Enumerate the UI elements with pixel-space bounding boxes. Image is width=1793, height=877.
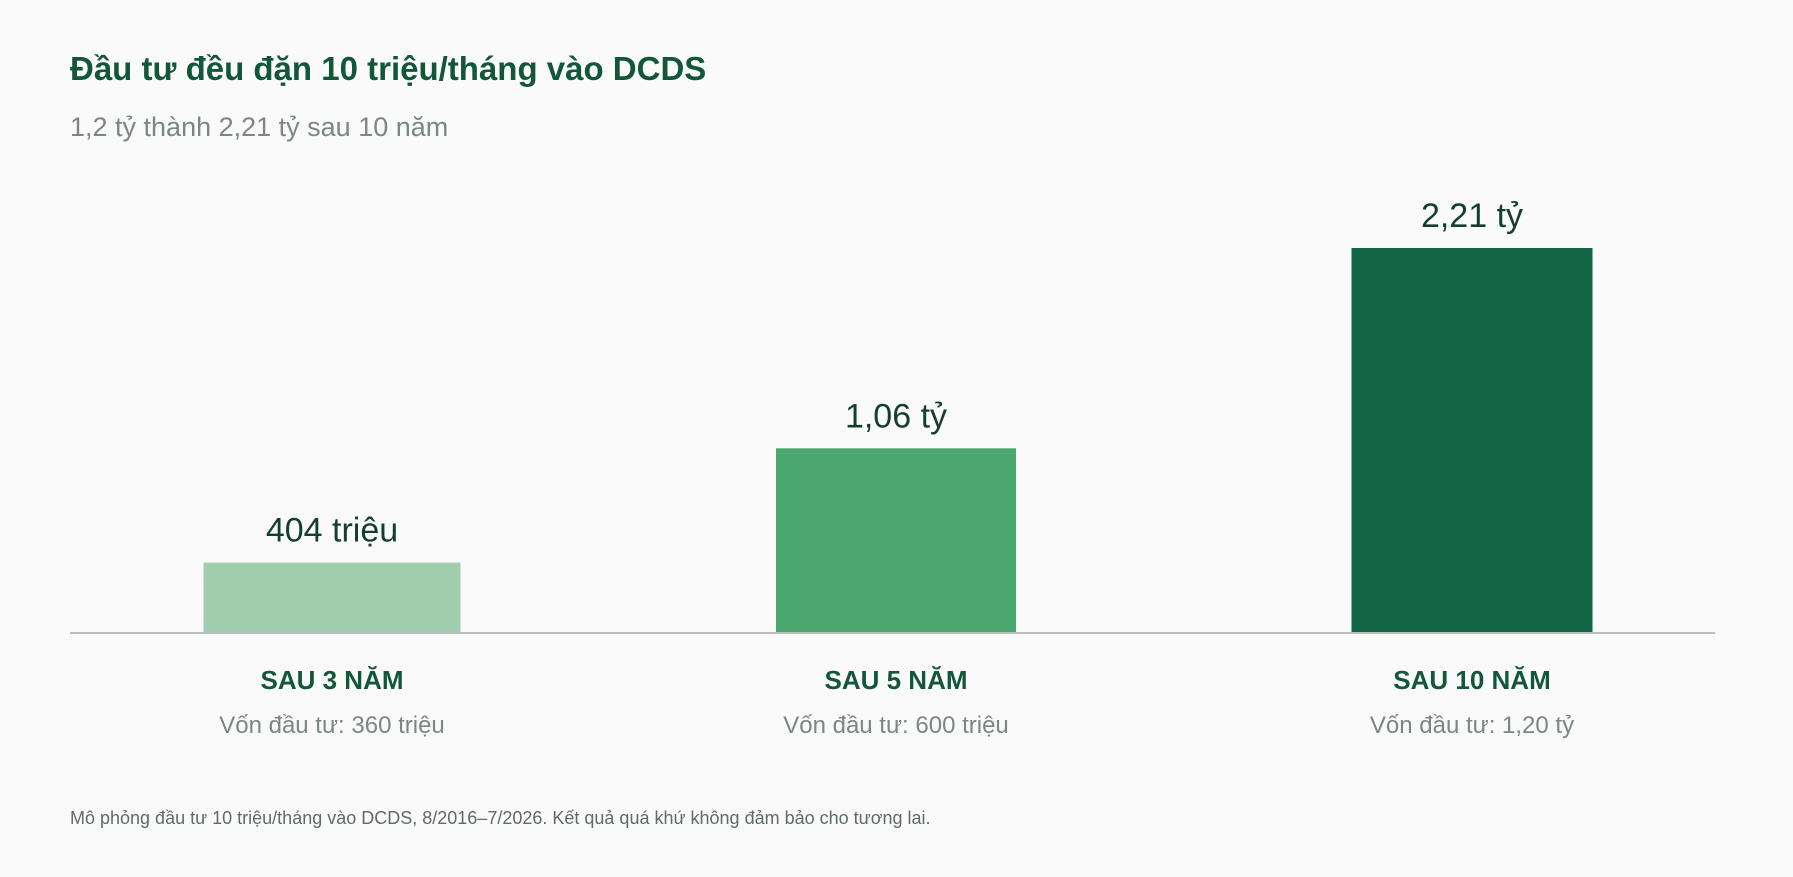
category-sublabel-2: Vốn đầu tư: 600 triệu [783,712,1009,739]
category-label-1: SAU 3 NĂM [260,665,403,695]
category-sublabel-3: Vốn đầu tư: 1,20 tỷ [1370,712,1574,739]
category-sublabel-1: Vốn đầu tư: 360 triệu [219,712,445,739]
bar-value-label-3: 2,21 tỷ [1421,197,1523,235]
bar-value-label-2: 1,06 tỷ [845,397,947,435]
chart-footnote: Mô phỏng đầu tư 10 triệu/tháng vào DCDS,… [70,808,931,828]
labels-layer: 404 triệu SAU 3 NĂM Vốn đầu tư: 360 triệu 1… [219,197,1574,739]
bar-value-label-1: 404 triệu [266,512,398,550]
chart-subtitle: 1,2 tỷ thành 2,21 tỷ sau 10 năm [70,112,449,142]
bar-1 [203,562,461,633]
bar-2 [776,448,1016,633]
bars-layer [203,248,1593,633]
category-label-2: SAU 5 NĂM [824,665,967,695]
category-label-3: SAU 10 NĂM [1393,665,1550,695]
bar-3 [1351,248,1593,633]
chart-title: Đầu tư đều đặn 10 triệu/tháng vào DCDS [70,50,707,87]
